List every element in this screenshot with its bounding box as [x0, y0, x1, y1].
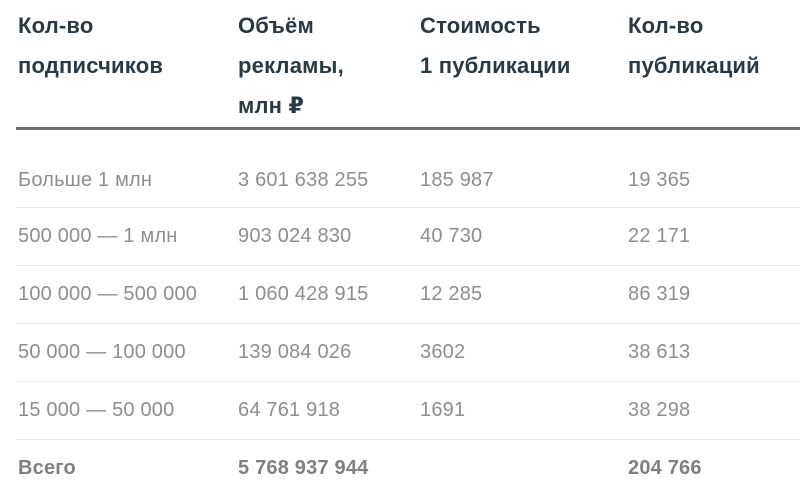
cell-cost-per-publication: 1691 [420, 399, 466, 421]
cell-cost-per-publication: 3602 [420, 341, 466, 363]
cell-publications: 86 319 [628, 283, 691, 305]
cell-ad-volume: 64 761 918 [238, 399, 341, 421]
table-header-row: Кол-во подписчиков Объём рекламы, млн ₽ … [16, 0, 800, 130]
table-total-row: Всего 5 768 937 944 204 766 [16, 440, 800, 489]
cell-cost-per-publication: 40 730 [420, 225, 483, 247]
total-label: Всего [18, 457, 76, 479]
cell-subscribers: 500 000 — 1 млн [18, 225, 178, 247]
column-header-cost-per-publication: Стоимость 1 публикации [420, 13, 571, 78]
cell-publications: 22 171 [628, 225, 691, 247]
cell-ad-volume: 903 024 830 [238, 225, 352, 247]
cell-subscribers: Больше 1 млн [18, 169, 153, 191]
cell-cost-per-publication: 12 285 [420, 283, 483, 305]
column-header-subscribers: Кол-во подписчиков [18, 13, 164, 78]
table-row: 100 000 — 500 000 1 060 428 915 12 285 8… [16, 266, 800, 324]
total-publications: 204 766 [628, 457, 702, 479]
column-header-publications: Кол-во публикаций [628, 13, 760, 78]
table-row: 15 000 — 50 000 64 761 918 1691 38 298 [16, 382, 800, 440]
cell-subscribers: 15 000 — 50 000 [18, 399, 175, 421]
cell-ad-volume: 139 084 026 [238, 341, 352, 363]
total-ad-volume: 5 768 937 944 [238, 457, 369, 479]
table-row: 50 000 — 100 000 139 084 026 3602 38 613 [16, 324, 800, 382]
cell-publications: 38 613 [628, 341, 691, 363]
cell-publications: 19 365 [628, 169, 691, 191]
ad-stats-table: Кол-во подписчиков Объём рекламы, млн ₽ … [16, 0, 800, 489]
cell-ad-volume: 3 601 638 255 [238, 169, 369, 191]
cell-ad-volume: 1 060 428 915 [238, 283, 369, 305]
column-header-ad-volume: Объём рекламы, млн ₽ [238, 13, 344, 118]
cell-subscribers: 100 000 — 500 000 [18, 283, 198, 305]
table-row: Больше 1 млн 3 601 638 255 185 987 19 36… [16, 130, 800, 208]
cell-publications: 38 298 [628, 399, 691, 421]
table-row: 500 000 — 1 млн 903 024 830 40 730 22 17… [16, 208, 800, 266]
cell-cost-per-publication: 185 987 [420, 169, 494, 191]
cell-subscribers: 50 000 — 100 000 [18, 341, 186, 363]
